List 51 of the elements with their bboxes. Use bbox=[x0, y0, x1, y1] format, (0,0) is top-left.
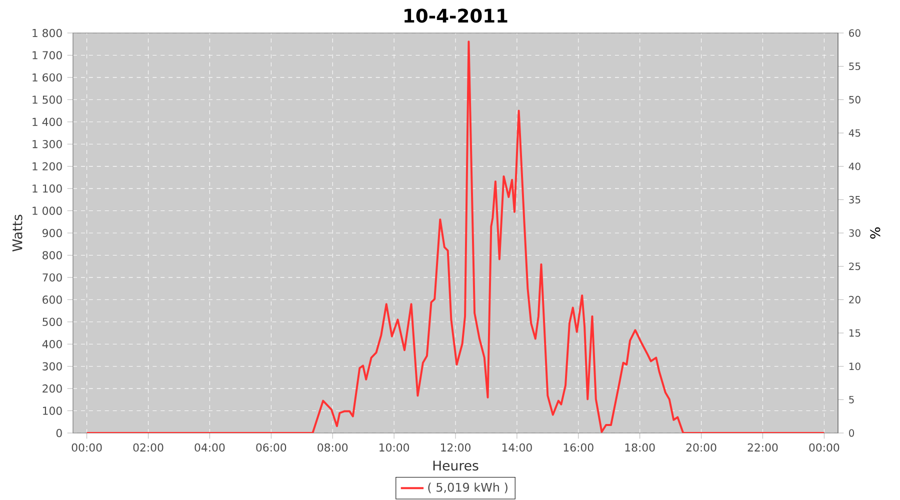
x-tick-label: 10:00 bbox=[380, 443, 410, 452]
x-tick-label: 06:00 bbox=[256, 443, 286, 452]
y-tick-label: 1 100 bbox=[32, 184, 62, 193]
x-tick-label: 18:00 bbox=[625, 443, 655, 452]
y2-tick-label: 45 bbox=[848, 129, 860, 137]
y2-axis-title: % bbox=[870, 227, 880, 239]
y2-tick-label: 15 bbox=[849, 329, 860, 337]
x-tick-label: 14:00 bbox=[502, 443, 532, 452]
x-tick-label: 08:00 bbox=[318, 443, 348, 452]
y-tick-label: 500 bbox=[42, 318, 62, 326]
y-tick-label: 600 bbox=[42, 296, 62, 304]
y2-tick-label: 50 bbox=[849, 96, 860, 104]
y-tick-label: 800 bbox=[42, 251, 62, 260]
y-axis-title: Watts bbox=[12, 214, 22, 252]
y2-tick-label: 35 bbox=[849, 196, 860, 204]
x-tick-label: 04:00 bbox=[194, 443, 225, 452]
y2-tick-label: 55 bbox=[849, 62, 860, 70]
y-tick-label: 1 300 bbox=[32, 140, 62, 148]
y-tick-label: 1 500 bbox=[32, 96, 62, 104]
x-tick-label: 20:00 bbox=[686, 443, 716, 452]
x-tick-label: 00:00 bbox=[72, 443, 102, 452]
y2-tick-label: 0 bbox=[849, 429, 854, 437]
legend-label: ( 5,019 kWh ) bbox=[428, 482, 508, 494]
x-tick-label: 02:00 bbox=[133, 443, 164, 452]
y-tick-label: 1 400 bbox=[32, 118, 62, 126]
y-tick-label: 1 000 bbox=[32, 206, 62, 215]
y2-tick-label: 60 bbox=[849, 29, 860, 37]
y-tick-label: 100 bbox=[43, 406, 62, 415]
chart-title: 10-4-2011 bbox=[404, 8, 508, 23]
y2-tick-label: 5 bbox=[849, 396, 854, 404]
y2-tick-label: 20 bbox=[849, 296, 860, 304]
y-tick-label: 900 bbox=[42, 228, 62, 238]
y2-tick-label: 25 bbox=[849, 262, 860, 270]
x-tick-label: 12:00 bbox=[440, 443, 470, 452]
y-tick-label: 0 bbox=[56, 428, 62, 438]
x-tick-label: 22:00 bbox=[748, 443, 778, 452]
x-tick-label: 16:00 bbox=[564, 443, 594, 452]
line-series bbox=[86, 40, 826, 433]
y-tick-label: 400 bbox=[42, 340, 62, 348]
y-tick-label: 300 bbox=[42, 362, 62, 370]
x-axis-title: Heures bbox=[433, 460, 478, 471]
y-tick-label: 200 bbox=[42, 384, 62, 393]
y-tick-label: 1 600 bbox=[32, 73, 62, 82]
y2-tick-label: 10 bbox=[849, 362, 860, 370]
y2-tick-label: 30 bbox=[849, 229, 860, 237]
y-tick-label: 700 bbox=[42, 273, 62, 282]
y2-tick-label: 40 bbox=[848, 162, 860, 170]
y-tick-label: 1 700 bbox=[32, 51, 62, 60]
y-tick-label: 1 800 bbox=[32, 28, 62, 38]
y-tick-label: 1 200 bbox=[32, 162, 62, 170]
x-tick-label: 00:00 bbox=[809, 443, 840, 452]
